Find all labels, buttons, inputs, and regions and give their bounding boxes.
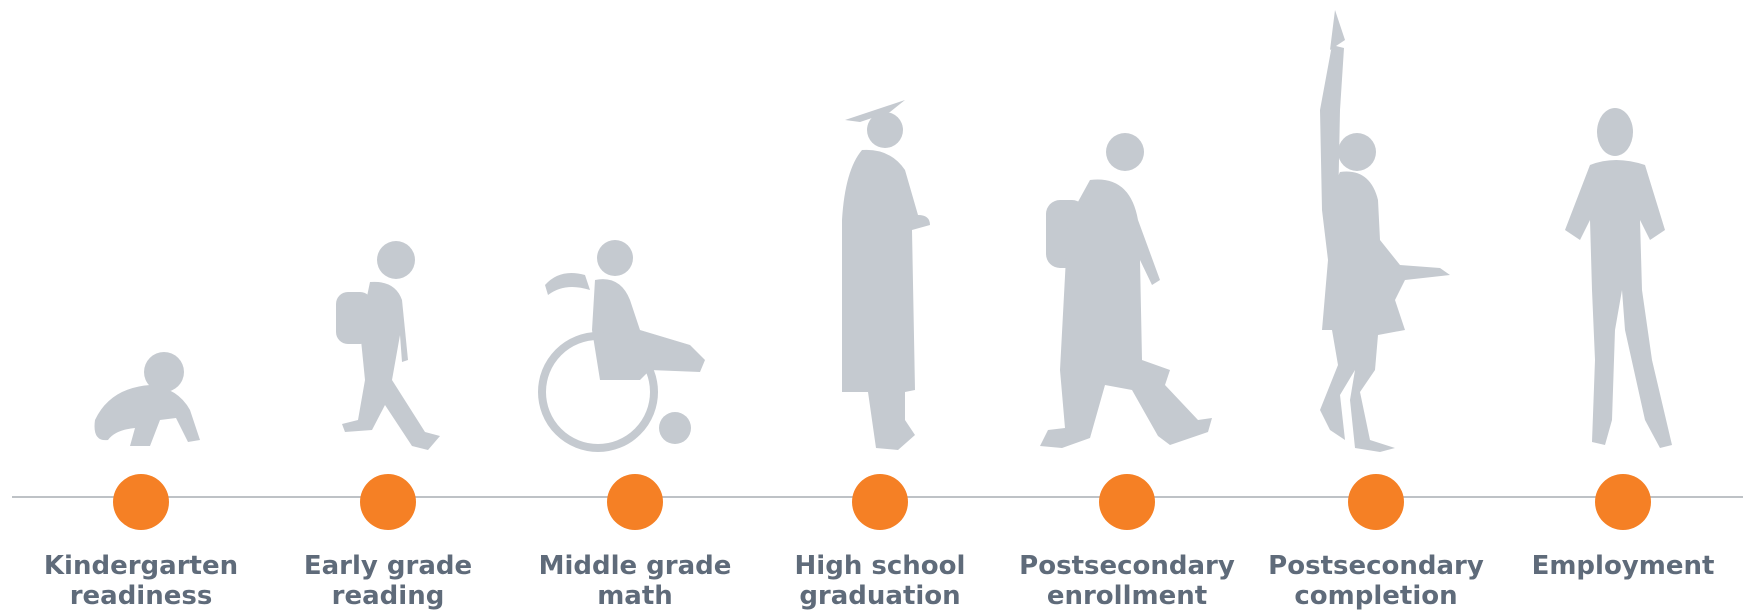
milestone-label: Postsecondary bbox=[1019, 551, 1235, 581]
milestone-label: Employment bbox=[1532, 551, 1715, 581]
milestone-label: graduation bbox=[799, 581, 960, 610]
silhouettes bbox=[95, 10, 1672, 452]
milestone-label: Middle grade bbox=[539, 551, 732, 581]
milestone-dot bbox=[852, 474, 908, 530]
milestone-label: reading bbox=[332, 581, 445, 610]
milestone-label: math bbox=[597, 581, 673, 610]
milestone-label: Kindergarten bbox=[44, 551, 238, 581]
wheelchair-silhouette bbox=[542, 240, 705, 448]
celebrant-silhouette bbox=[1320, 10, 1450, 452]
adult-silhouette bbox=[1565, 108, 1672, 448]
milestone-dot bbox=[1348, 474, 1404, 530]
teen-silhouette bbox=[1040, 133, 1212, 448]
milestone-dot bbox=[1595, 474, 1651, 530]
milestone-dot bbox=[607, 474, 663, 530]
milestone-label: Postsecondary bbox=[1268, 551, 1484, 581]
baby-silhouette bbox=[95, 352, 200, 446]
milestone-label: Early grade bbox=[304, 551, 472, 581]
milestone-label: High school bbox=[795, 551, 966, 581]
milestone-label: enrollment bbox=[1047, 581, 1207, 610]
graduate-silhouette bbox=[842, 100, 930, 450]
child-silhouette bbox=[336, 241, 440, 450]
milestone-label: completion bbox=[1294, 581, 1457, 610]
milestone-label: readiness bbox=[70, 581, 213, 610]
milestone-dot bbox=[360, 474, 416, 530]
milestone-dot bbox=[113, 474, 169, 530]
milestone-dot bbox=[1099, 474, 1155, 530]
timeline: Kindergartenreadiness Early gradereading M… bbox=[0, 0, 1743, 610]
